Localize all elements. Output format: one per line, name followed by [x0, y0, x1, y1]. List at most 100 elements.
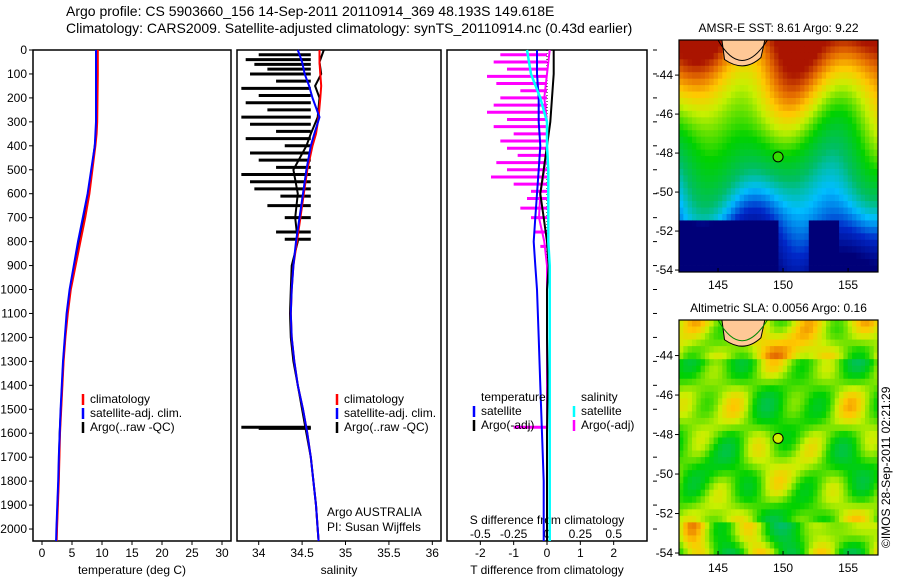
sla-map-cell — [713, 470, 719, 478]
sla-map-cell — [769, 489, 775, 497]
sst-map-cell — [769, 143, 775, 150]
sla-map-cell — [743, 548, 749, 556]
sst-map-cell — [873, 156, 879, 163]
sla-map-cell — [834, 515, 840, 523]
sla-map-cell — [856, 509, 862, 517]
sst-map-cell — [730, 104, 736, 112]
sst-map-cell — [713, 220, 719, 228]
sst-map-cell — [756, 149, 762, 157]
sst-map-cell — [869, 104, 875, 112]
sla-map-cell — [739, 502, 745, 510]
sla-map-cell — [696, 398, 702, 406]
sla-map-cell — [856, 339, 862, 347]
sla-map-cell — [787, 463, 792, 471]
sst-map-cell — [782, 188, 788, 196]
sla-map-cell — [782, 385, 788, 393]
sla-map-cell — [834, 509, 840, 517]
sst-map-y-tick-label: -54 — [656, 263, 674, 277]
sla-map-cell — [687, 378, 693, 386]
sst-map-cell — [800, 52, 805, 60]
sla-map-cell — [865, 339, 870, 347]
sla-map-cell — [804, 450, 810, 458]
sla-map-cell — [709, 476, 715, 484]
sla-map-cell — [813, 541, 818, 549]
sst-map-cell — [709, 239, 715, 247]
sla-map-cell — [700, 378, 706, 386]
sst-map-cell — [865, 207, 870, 215]
sla-map-cell — [839, 417, 844, 425]
sla-map-cell — [804, 430, 810, 438]
sst-map-cell — [761, 259, 766, 266]
sla-map-cell — [791, 378, 797, 386]
sla-map-cell — [722, 548, 727, 556]
sla-map-cell — [787, 489, 792, 497]
sla-map-cell — [856, 391, 862, 399]
sla-map-cell — [800, 535, 805, 543]
sst-map-cell — [691, 85, 697, 92]
sst-map-cell — [817, 175, 823, 183]
sst-map-cell — [709, 162, 715, 170]
sla-map-cell — [713, 450, 719, 458]
sst-map-cell — [761, 136, 766, 144]
sst-map-cell — [821, 252, 827, 260]
sst-map-cell — [787, 149, 792, 157]
sla-map-cell — [839, 515, 844, 523]
sst-map-cell — [709, 91, 715, 99]
sla-map-cell — [830, 522, 836, 530]
sst-map-cell — [817, 65, 823, 73]
sst-map-cell — [691, 40, 697, 47]
sst-map-cell — [804, 168, 810, 176]
sst-map-cell — [743, 78, 749, 86]
sla-map-cell — [865, 528, 870, 536]
sla-map-cell — [687, 450, 693, 458]
sst-map-cell — [704, 130, 710, 138]
sst-map-cell — [752, 162, 758, 170]
sst-map-cell — [687, 168, 693, 176]
sst-map-cell — [739, 136, 745, 144]
sst-map-cell — [791, 259, 797, 266]
sla-map-cell — [834, 450, 840, 458]
sla-map-cell — [713, 535, 719, 543]
sst-map-cell — [709, 85, 715, 92]
sla-map-cell — [804, 352, 810, 360]
sla-map-cell — [821, 502, 827, 510]
sla-map-cell — [756, 457, 762, 465]
sla-map-cell — [778, 359, 784, 367]
sla-map-cell — [765, 398, 771, 406]
sla-map-cell — [756, 535, 762, 543]
sst-map-cell — [808, 78, 814, 86]
sst-map-cell — [839, 104, 844, 112]
sst-map-cell — [834, 136, 840, 144]
sla-map-cell — [852, 339, 857, 347]
sla-map-cell — [826, 411, 831, 419]
sst-map-cell — [834, 91, 840, 99]
sla-map-cell — [683, 548, 689, 556]
sla-map-cell — [860, 515, 866, 523]
sla-map-cell — [787, 502, 792, 510]
sst-map-cell — [791, 175, 797, 183]
sst-map-cell — [800, 233, 805, 241]
sst-map-cell — [739, 168, 745, 176]
depth-tick-label: 400 — [7, 139, 27, 153]
sla-map-cell — [748, 489, 753, 497]
sst-map-cell — [761, 181, 766, 189]
sst-map-cell — [765, 123, 771, 131]
sst-map-cell — [774, 239, 779, 247]
sst-map-cell — [787, 201, 792, 208]
sst-map-cell — [748, 201, 753, 208]
sla-map-cell — [679, 450, 684, 458]
sla-map-cell — [683, 541, 689, 549]
sla-map-cell — [865, 535, 870, 543]
sst-map-cell — [821, 233, 827, 241]
sst-map-cell — [839, 201, 844, 208]
sst-map-cell — [865, 123, 870, 131]
sst-map-cell — [765, 168, 771, 176]
sst-map-cell — [683, 239, 689, 247]
sst-map-cell — [821, 239, 827, 247]
sla-map-cell — [834, 496, 840, 504]
sla-map-cell — [696, 378, 702, 386]
sla-map-cell — [817, 444, 823, 451]
sst-map-cell — [709, 233, 715, 241]
sla-map-cell — [726, 483, 732, 491]
sla-map-cell — [873, 417, 879, 425]
